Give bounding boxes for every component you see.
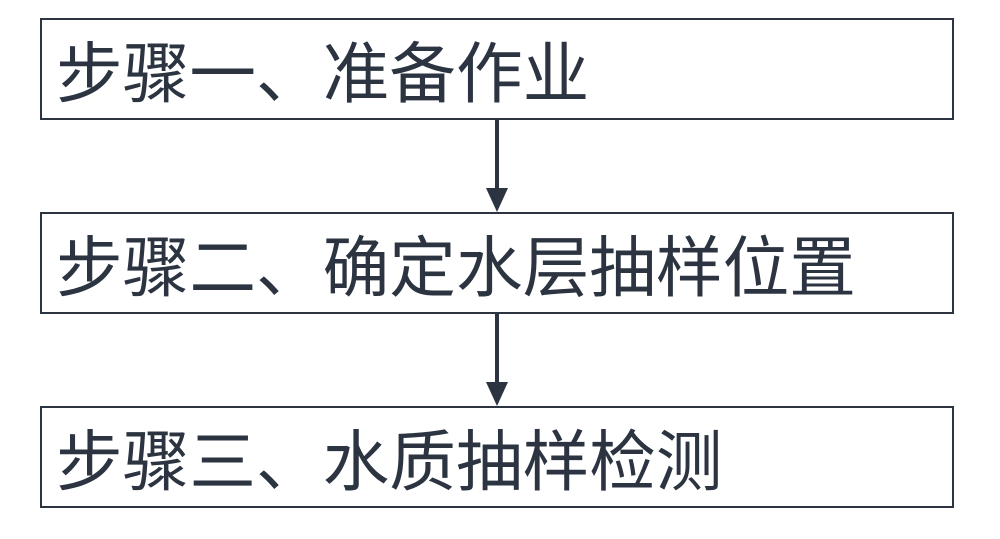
flow-node-label: 步骤二、确定水层抽样位置: [56, 215, 856, 311]
flow-node-label: 步骤一、准备作业: [56, 21, 589, 117]
flow-node-step2: 步骤二、确定水层抽样位置: [40, 212, 954, 314]
flowchart: 步骤一、准备作业步骤二、确定水层抽样位置步骤三、水质抽样检测: [0, 0, 1000, 539]
flow-node-label: 步骤三、水质抽样检测: [56, 409, 723, 505]
flow-arrow-step1-step2: [482, 120, 512, 212]
flow-node-step3: 步骤三、水质抽样检测: [40, 406, 954, 508]
flow-arrow-step2-step3: [482, 314, 512, 406]
flow-node-step1: 步骤一、准备作业: [40, 18, 954, 120]
